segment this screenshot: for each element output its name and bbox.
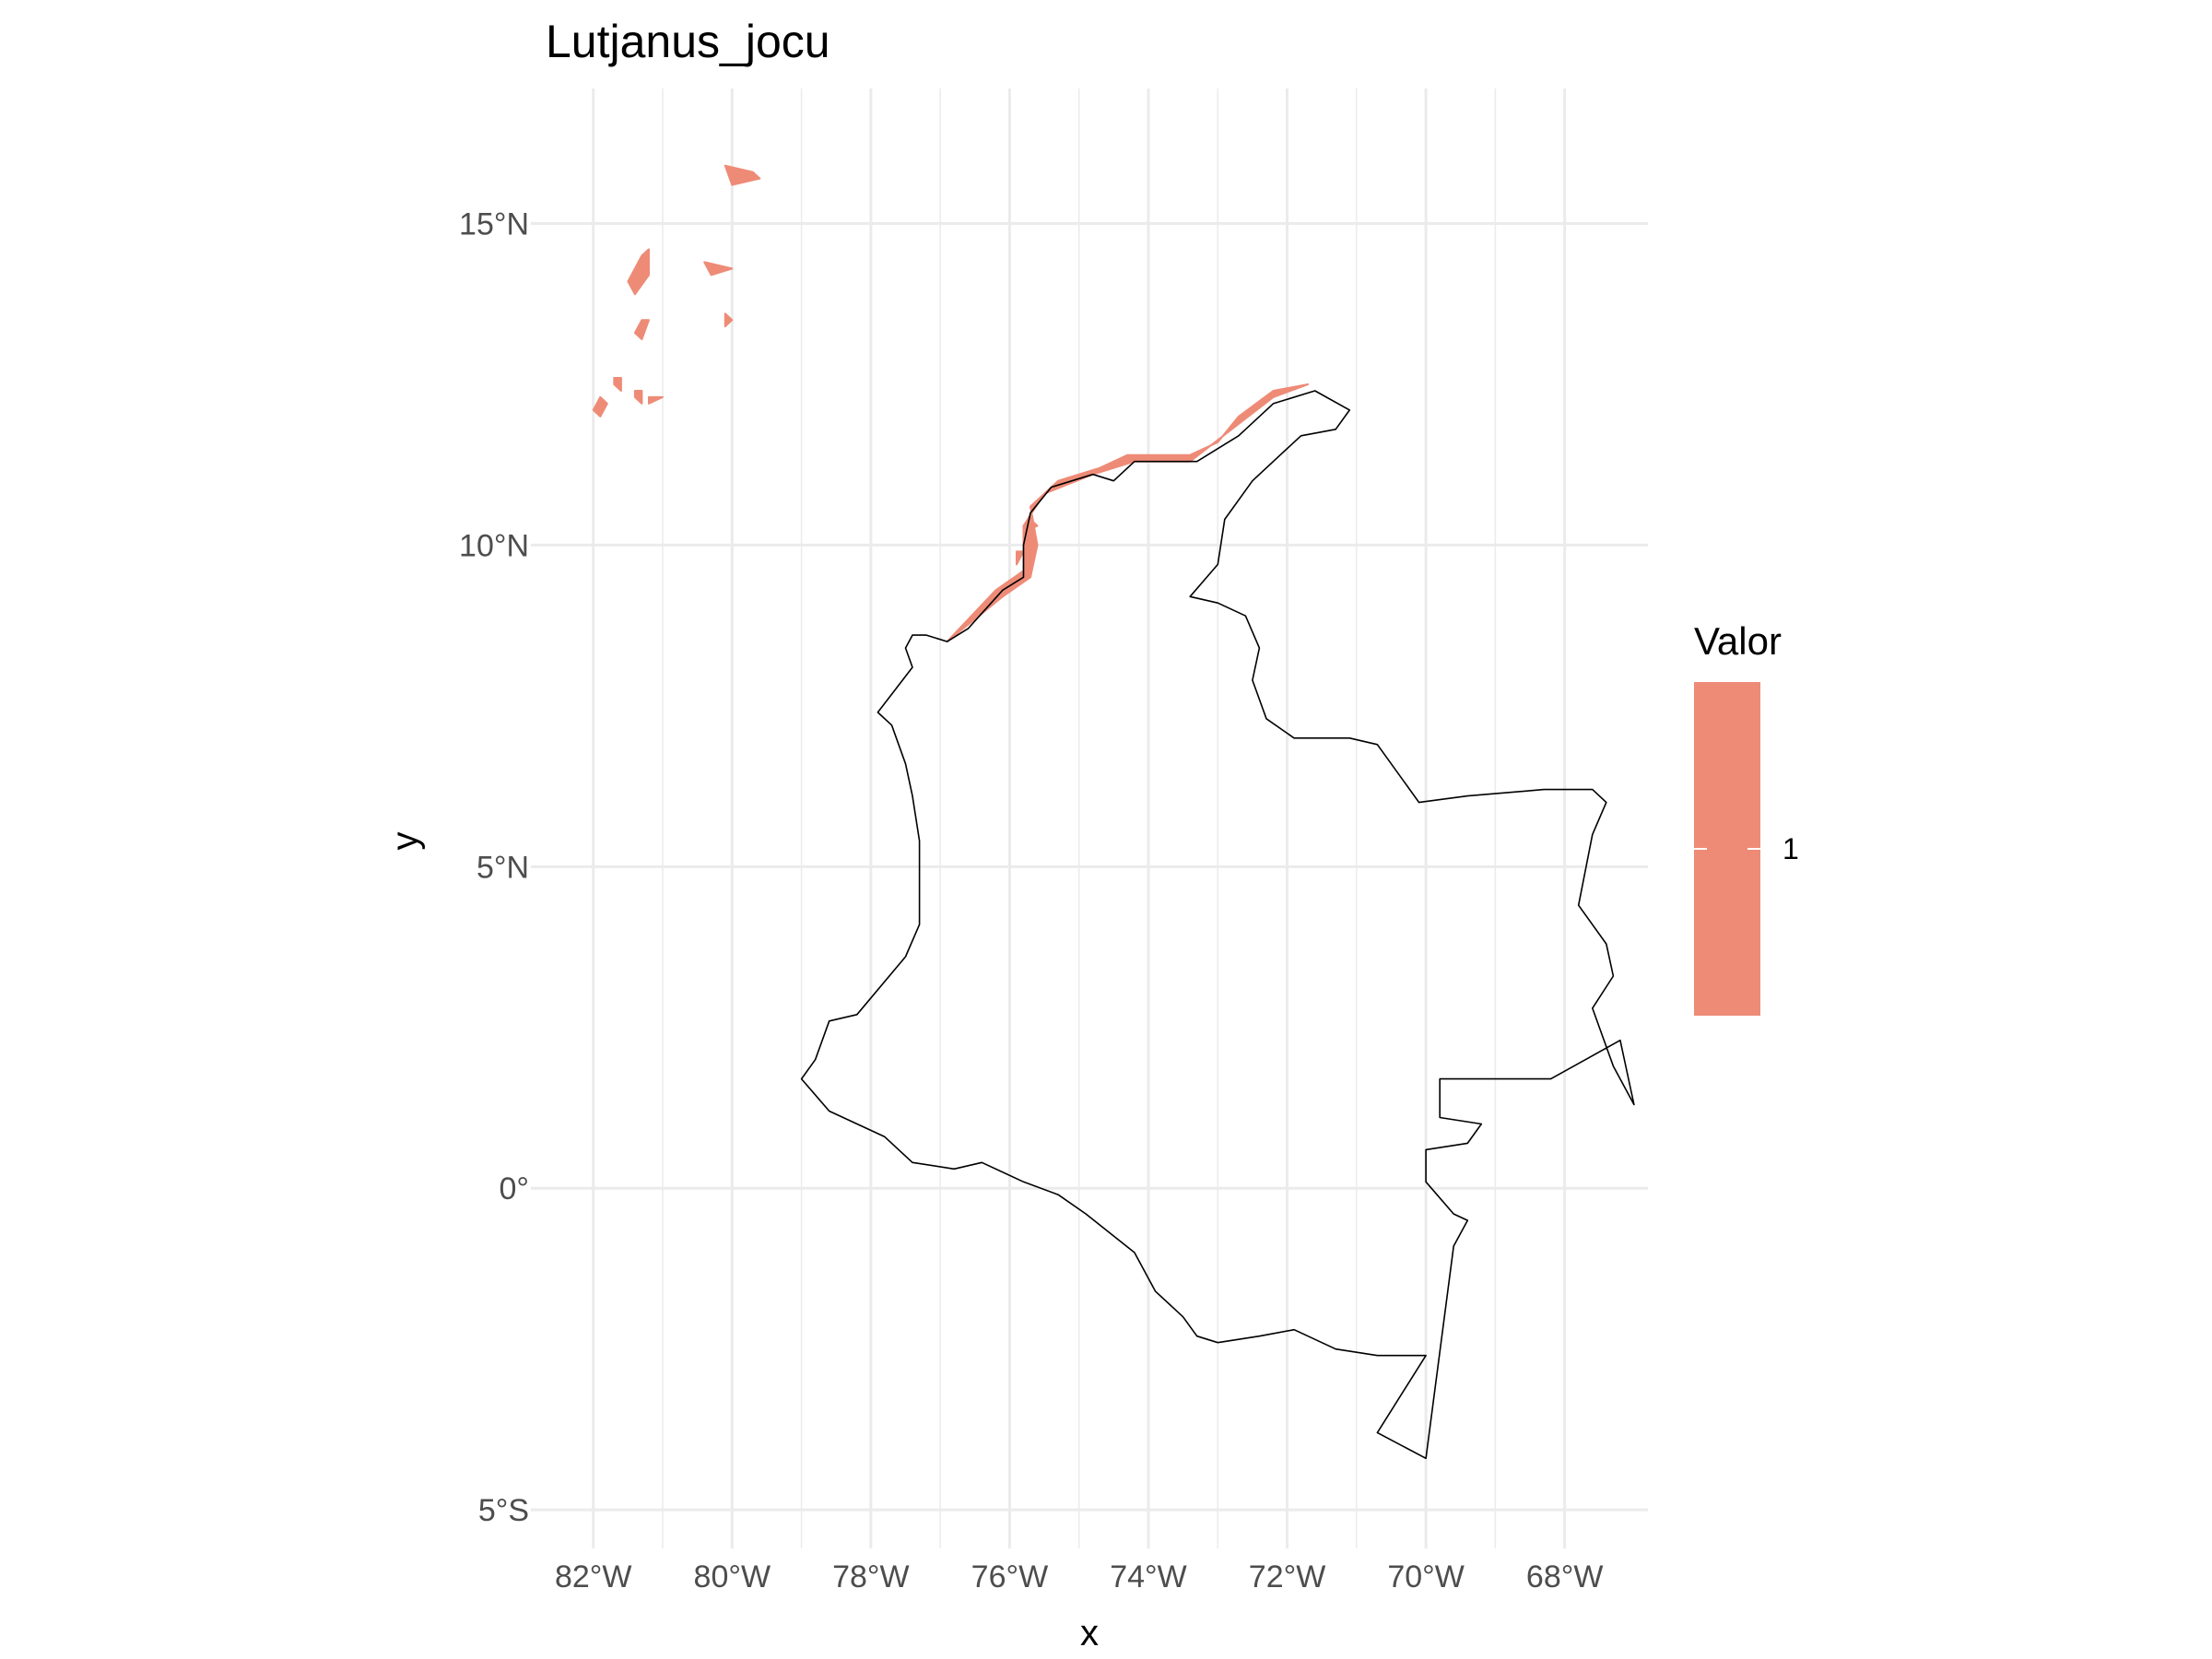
x-tick-label: 76°W: [971, 1559, 1049, 1594]
y-tick-label: 15°N: [459, 207, 529, 242]
presence-patch: [592, 395, 608, 418]
legend-label: 1: [1783, 832, 1799, 865]
x-axis-ticks: 82°W 80°W 78°W 76°W 74°W 72°W 70°W 68°W: [555, 1559, 1603, 1594]
presence-patch: [633, 319, 650, 341]
presence-patch: [946, 383, 1310, 643]
x-tick-label: 78°W: [832, 1559, 910, 1594]
y-tick-label: 5°S: [478, 1493, 529, 1528]
presence-patch: [613, 377, 622, 392]
presence-layer: [592, 164, 1310, 643]
presence-patch: [627, 248, 650, 296]
legend-title: Valor: [1694, 619, 1782, 663]
x-tick-label: 82°W: [555, 1559, 632, 1594]
presence-patch: [633, 390, 643, 405]
y-tick-label: 10°N: [459, 528, 529, 563]
country-outline-layer: [800, 390, 1635, 1460]
x-tick-label: 74°W: [1110, 1559, 1187, 1594]
x-tick-label: 68°W: [1526, 1559, 1604, 1594]
legend: [1694, 682, 1760, 1016]
grid-lines: [531, 88, 1648, 1548]
y-axis-title: y: [384, 831, 426, 851]
presence-patch: [724, 164, 761, 186]
y-tick-label: 5°N: [477, 850, 529, 885]
presence-patch: [703, 261, 734, 276]
presence-patch: [724, 312, 734, 328]
x-tick-label: 70°W: [1387, 1559, 1465, 1594]
presence-patch: [648, 395, 664, 405]
country-outline: [800, 390, 1635, 1460]
y-tick-label: 0°: [499, 1171, 529, 1206]
x-tick-label: 80°W: [694, 1559, 771, 1594]
presence-patch: [1016, 550, 1025, 566]
chart-title: Lutjanus_jocu: [546, 16, 830, 67]
x-tick-label: 72°W: [1249, 1559, 1326, 1594]
y-axis-ticks: 15°N 10°N 5°N 0° 5°S: [459, 207, 529, 1529]
x-axis-title-text: x: [1080, 1613, 1099, 1653]
